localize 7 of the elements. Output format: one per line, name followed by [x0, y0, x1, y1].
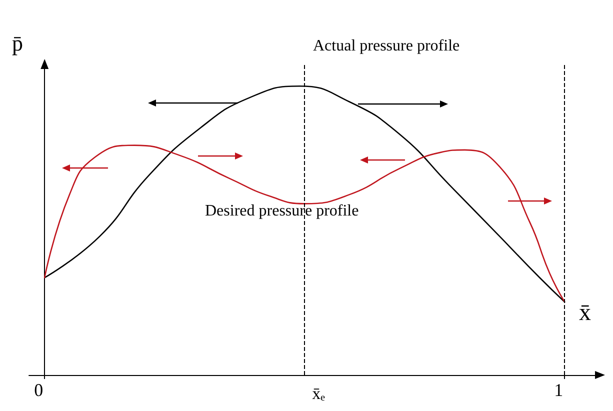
ref-line-label: x̄ₑ [312, 384, 326, 403]
x-tick-label: 0 [34, 380, 44, 400]
y-axis-title: p̄ [12, 30, 23, 56]
x-tick-label: 1 [554, 380, 564, 400]
annotation: Desired pressure profile [205, 202, 359, 220]
text: Actual pressure profile [313, 38, 460, 54]
x-axis-title: x̄ [579, 300, 591, 326]
